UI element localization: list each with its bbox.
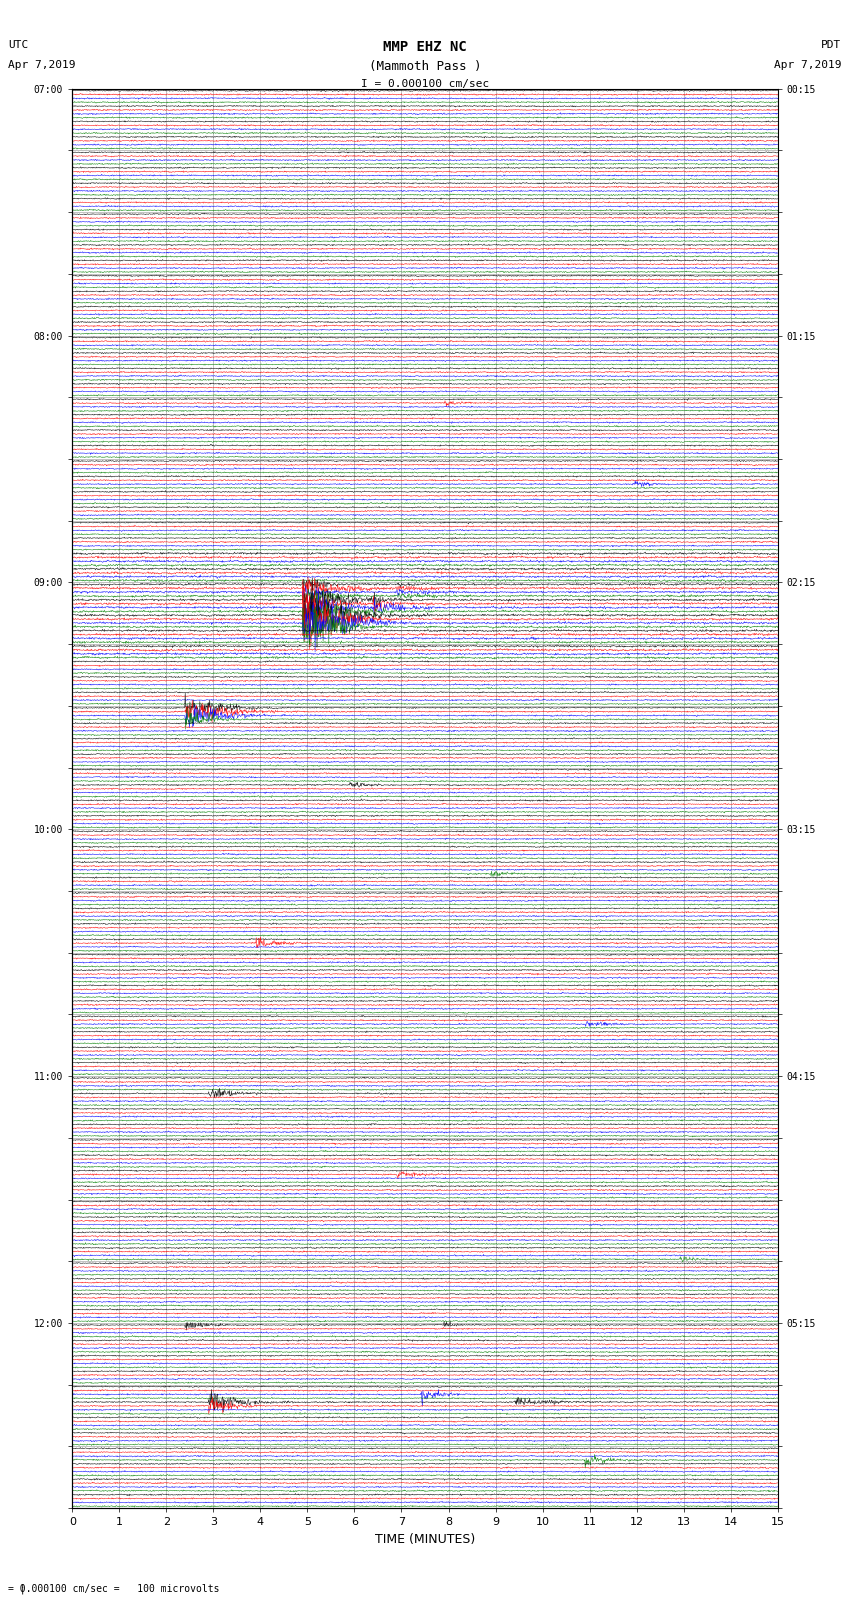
X-axis label: TIME (MINUTES): TIME (MINUTES) — [375, 1532, 475, 1545]
Text: Apr 7,2019: Apr 7,2019 — [774, 60, 842, 69]
Text: I = 0.000100 cm/sec: I = 0.000100 cm/sec — [361, 79, 489, 89]
Text: Apr 7,2019: Apr 7,2019 — [8, 60, 76, 69]
Text: PDT: PDT — [821, 40, 842, 50]
Text: |: | — [8, 1582, 26, 1594]
Text: (Mammoth Pass ): (Mammoth Pass ) — [369, 60, 481, 73]
Text: = 0.000100 cm/sec =   100 microvolts: = 0.000100 cm/sec = 100 microvolts — [8, 1584, 220, 1594]
Text: UTC: UTC — [8, 40, 29, 50]
Text: MMP EHZ NC: MMP EHZ NC — [383, 40, 467, 55]
